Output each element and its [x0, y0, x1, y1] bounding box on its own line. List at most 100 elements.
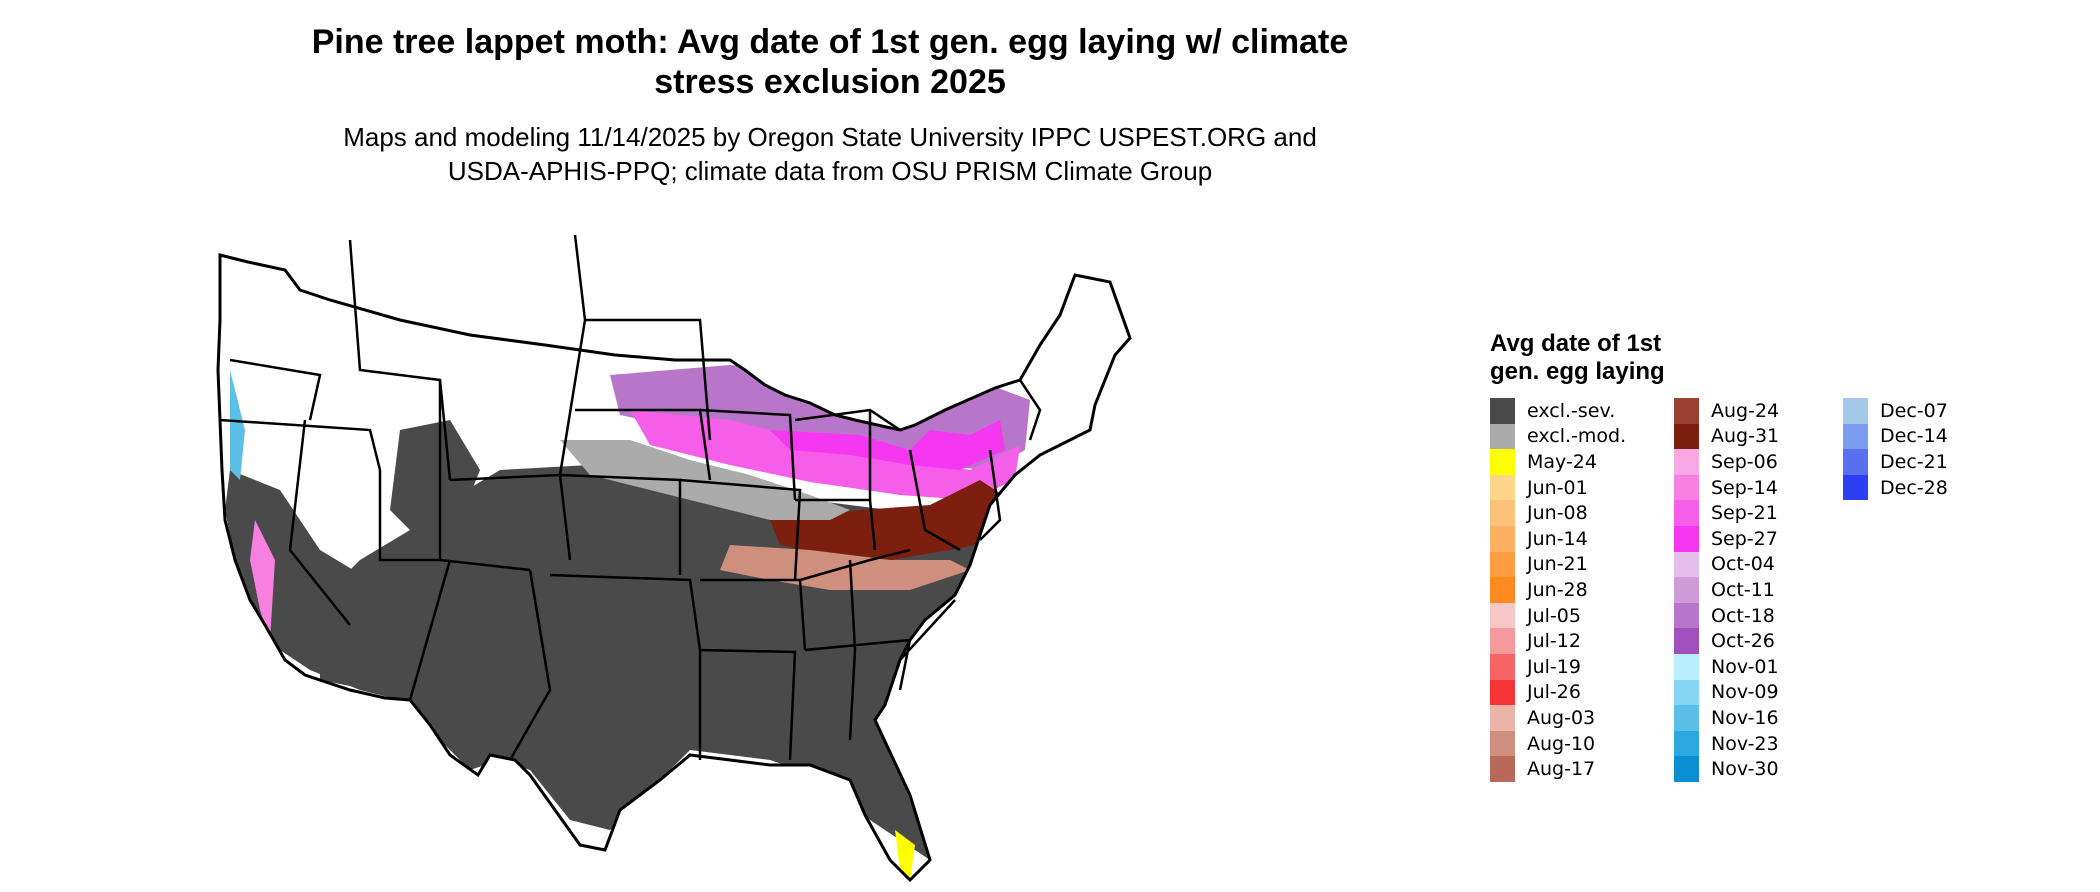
legend-item: Jun-28	[1490, 577, 1654, 603]
map-title-line-2: stress exclusion 2025	[654, 63, 1006, 101]
legend-swatch	[1674, 423, 1699, 450]
legend-swatch	[1490, 423, 1515, 450]
map-fill-excl-sev-west	[225, 470, 460, 710]
legend-swatch	[1674, 474, 1699, 501]
legend-label: Jun-14	[1527, 527, 1588, 550]
legend-column: Aug-24 Aug-31 Sep-06 Sep-14 Sep-21 Sep-27 Oct-…	[1674, 398, 1823, 782]
legend-item: Aug-17	[1490, 756, 1654, 782]
legend-swatch	[1674, 628, 1699, 654]
map-fill-sep-band-pink	[770, 420, 1005, 470]
legend: Avg date of 1st gen. egg laying excl.-se…	[1490, 330, 1948, 782]
state-borders	[219, 234, 1042, 761]
legend-item: Jul-12	[1490, 628, 1654, 654]
legend-item: Jun-21	[1490, 551, 1654, 578]
legend-item: excl.-mod.	[1490, 423, 1654, 450]
legend-swatch	[1674, 577, 1699, 603]
legend-label: Jul-05	[1527, 604, 1581, 627]
legend-item: Oct-04	[1674, 551, 1823, 578]
map-fill-excl-mod-north	[490, 255, 730, 285]
state-border-w1	[229, 358, 322, 421]
legend-swatch	[1674, 449, 1699, 475]
map-fill-excl-sev-interior	[390, 420, 480, 540]
legend-label: Oct-26	[1711, 630, 1775, 653]
legend-swatch	[1490, 449, 1515, 475]
legend-swatch	[1490, 730, 1515, 757]
legend-item: Oct-18	[1674, 602, 1823, 629]
legend-label: Jul-26	[1527, 681, 1581, 704]
legend-item: Aug-10	[1490, 730, 1654, 757]
legend-item: Jul-26	[1490, 679, 1654, 706]
legend-label: excl.-mod.	[1527, 425, 1627, 448]
legend-swatch	[1674, 551, 1699, 578]
state-border-w4	[348, 239, 452, 481]
legend-item: Sep-06	[1674, 449, 1823, 475]
legend-item: Nov-30	[1674, 756, 1823, 782]
state-border-c9	[679, 478, 802, 581]
legend-label: May-24	[1527, 450, 1597, 473]
state-border-c2	[508, 569, 552, 761]
legend-label: Jun-08	[1527, 502, 1588, 525]
legend-label: Dec-14	[1880, 425, 1948, 448]
legend-label: Dec-07	[1880, 399, 1948, 422]
legend-columns: excl.-sev. excl.-mod. May-24 Jun-01 Jun-08 Ju…	[1490, 398, 1948, 782]
legend-label: Sep-21	[1711, 502, 1778, 525]
legend-swatch	[1490, 500, 1515, 526]
legend-swatch	[1843, 449, 1868, 475]
legend-swatch	[1674, 730, 1699, 757]
legend-swatch	[1490, 398, 1515, 424]
map-subtitle-line-2: USDA-APHIS-PPQ; climate data from OSU PR…	[447, 156, 1213, 186]
legend-label: Aug-24	[1711, 399, 1780, 422]
state-border-w2	[219, 418, 382, 471]
legend-label: Oct-11	[1711, 578, 1775, 601]
state-border-e4	[848, 559, 857, 741]
legend-item: Nov-01	[1674, 653, 1823, 680]
legend-label: Dec-28	[1880, 476, 1948, 499]
legend-item: Jun-08	[1490, 500, 1654, 526]
legend-label: Jun-28	[1527, 578, 1588, 601]
legend-item: Dec-28	[1843, 474, 1948, 501]
legend-swatch	[1490, 705, 1515, 731]
legend-label: Dec-21	[1880, 450, 1948, 473]
legend-item: Jun-14	[1490, 525, 1654, 552]
legend-item: Sep-14	[1674, 474, 1823, 501]
legend-item: Nov-09	[1674, 679, 1823, 706]
map-title: Pine tree lappet moth: Avg date of 1st g…	[260, 22, 1400, 102]
legend-item: Aug-31	[1674, 423, 1823, 450]
legend-item: Jul-19	[1490, 653, 1654, 680]
legend-swatch	[1674, 756, 1699, 782]
us-map	[216, 234, 1132, 883]
legend-title-line-2: gen. egg laying	[1490, 358, 1665, 385]
title-block: Pine tree lappet moth: Avg date of 1st g…	[260, 22, 1400, 188]
legend-label: Jul-19	[1527, 655, 1581, 678]
legend-item: May-24	[1490, 449, 1654, 475]
state-border-w7	[408, 559, 452, 701]
legend-column: Dec-07 Dec-14 Dec-21 Dec-28	[1843, 398, 1948, 782]
legend-item: excl.-sev.	[1490, 398, 1654, 424]
legend-item: Aug-03	[1490, 705, 1654, 731]
state-border-e7	[908, 449, 961, 552]
legend-label: Jun-21	[1527, 553, 1588, 576]
map-fill-excl-mod-band	[560, 440, 850, 520]
legend-title-line-1: Avg date of 1st	[1490, 330, 1662, 357]
legend-swatch	[1674, 602, 1699, 629]
legend-item: Sep-27	[1674, 525, 1823, 552]
legend-label: Nov-16	[1711, 706, 1779, 729]
legend-label: excl.-sev.	[1527, 399, 1616, 422]
legend-item: Dec-07	[1843, 398, 1948, 424]
legend-swatch	[1843, 423, 1868, 450]
legend-item: Jul-05	[1490, 602, 1654, 629]
legend-label: Oct-04	[1711, 553, 1775, 576]
legend-label: Jun-01	[1527, 476, 1588, 499]
legend-label: Oct-18	[1711, 604, 1775, 627]
map-fill-sep-band	[630, 410, 1020, 500]
state-border-e3	[804, 638, 912, 691]
map-fill	[218, 255, 1130, 880]
legend-label: Sep-14	[1711, 476, 1778, 499]
state-border-e9	[899, 599, 956, 661]
legend-swatch	[1490, 653, 1515, 680]
map-fill-may-tip	[895, 830, 915, 880]
legend-swatch	[1843, 474, 1868, 501]
legend-swatch	[1490, 756, 1515, 782]
legend-swatch	[1490, 577, 1515, 603]
legend-label: Aug-17	[1527, 758, 1596, 781]
